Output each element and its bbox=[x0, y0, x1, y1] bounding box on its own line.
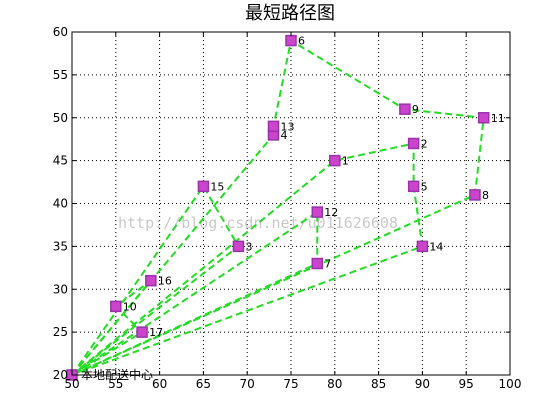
point-marker-10 bbox=[110, 300, 122, 313]
point-label-12: 12 bbox=[324, 206, 338, 219]
point-label-8: 8 bbox=[482, 189, 489, 202]
point-label-6: 6 bbox=[298, 35, 305, 48]
y-tick-label: 30 bbox=[53, 282, 68, 296]
point-label-13: 13 bbox=[280, 120, 294, 133]
point-label-2: 2 bbox=[421, 137, 428, 150]
point-marker-11 bbox=[477, 112, 490, 124]
point-marker-15 bbox=[197, 180, 210, 193]
x-tick-label: 65 bbox=[196, 377, 211, 391]
depot-label: 本地配送中心 bbox=[81, 367, 153, 382]
point-label-4: 4 bbox=[280, 129, 287, 142]
x-tick-label: 85 bbox=[371, 377, 386, 391]
point-label-9: 9 bbox=[412, 103, 419, 116]
point-marker-8 bbox=[469, 189, 481, 201]
x-tick-label: 95 bbox=[459, 377, 474, 391]
point-label-3: 3 bbox=[245, 240, 252, 253]
point-label-1: 1 bbox=[342, 155, 349, 168]
route-line-1 bbox=[71, 142, 424, 376]
y-tick-label: 60 bbox=[53, 25, 68, 39]
x-tick-label: 55 bbox=[108, 377, 123, 391]
y-tick-label: 20 bbox=[53, 368, 68, 382]
point-label-5: 5 bbox=[421, 180, 428, 193]
point-label-14: 14 bbox=[429, 240, 443, 253]
y-tick-label: 55 bbox=[53, 68, 68, 82]
y-tick-label: 40 bbox=[53, 197, 68, 211]
point-label-11: 11 bbox=[491, 112, 505, 125]
point-marker-13 bbox=[267, 120, 280, 133]
point-marker-16 bbox=[145, 274, 157, 287]
markers bbox=[66, 34, 490, 381]
point-marker-5 bbox=[407, 180, 420, 193]
y-tick-label: 45 bbox=[53, 154, 68, 168]
watermark-layer: http://blog.csdn.net/u011626608 bbox=[118, 214, 398, 232]
point-marker-7 bbox=[311, 257, 324, 270]
point-marker-1 bbox=[329, 154, 341, 167]
point-marker-3 bbox=[232, 240, 245, 253]
route-line-3 bbox=[71, 185, 240, 376]
x-tick-label: 50 bbox=[64, 377, 79, 391]
x-tick-label: 100 bbox=[499, 377, 522, 391]
x-tick-label: 60 bbox=[152, 377, 167, 391]
axis-ticks: 50 55 60 65 70 75 80 85 90 95 10020253035404550556… bbox=[53, 25, 522, 391]
watermark-text: http://blog.csdn.net/u011626608 bbox=[118, 214, 398, 232]
y-tick-label: 35 bbox=[53, 239, 68, 253]
point-label-7: 7 bbox=[324, 258, 331, 271]
point-label-15: 15 bbox=[210, 180, 224, 193]
route-line-4 bbox=[71, 211, 319, 376]
x-tick-label: 75 bbox=[283, 377, 298, 391]
x-tick-label: 80 bbox=[327, 377, 342, 391]
point-label-16: 16 bbox=[158, 275, 172, 288]
point-marker-2 bbox=[407, 137, 420, 150]
x-tick-label: 70 bbox=[240, 377, 255, 391]
point-marker-17 bbox=[136, 326, 148, 338]
point-label-17: 17 bbox=[149, 326, 163, 339]
point-marker-12 bbox=[311, 206, 324, 218]
point-marker-9 bbox=[399, 103, 411, 115]
x-tick-label: 90 bbox=[415, 377, 430, 391]
point-label-10: 10 bbox=[123, 300, 137, 313]
y-tick-label: 50 bbox=[53, 111, 68, 125]
point-marker-14 bbox=[416, 240, 429, 253]
chart-title: 最短路径图 bbox=[245, 3, 335, 24]
point-marker-6 bbox=[285, 34, 297, 47]
y-tick-label: 25 bbox=[53, 325, 68, 339]
